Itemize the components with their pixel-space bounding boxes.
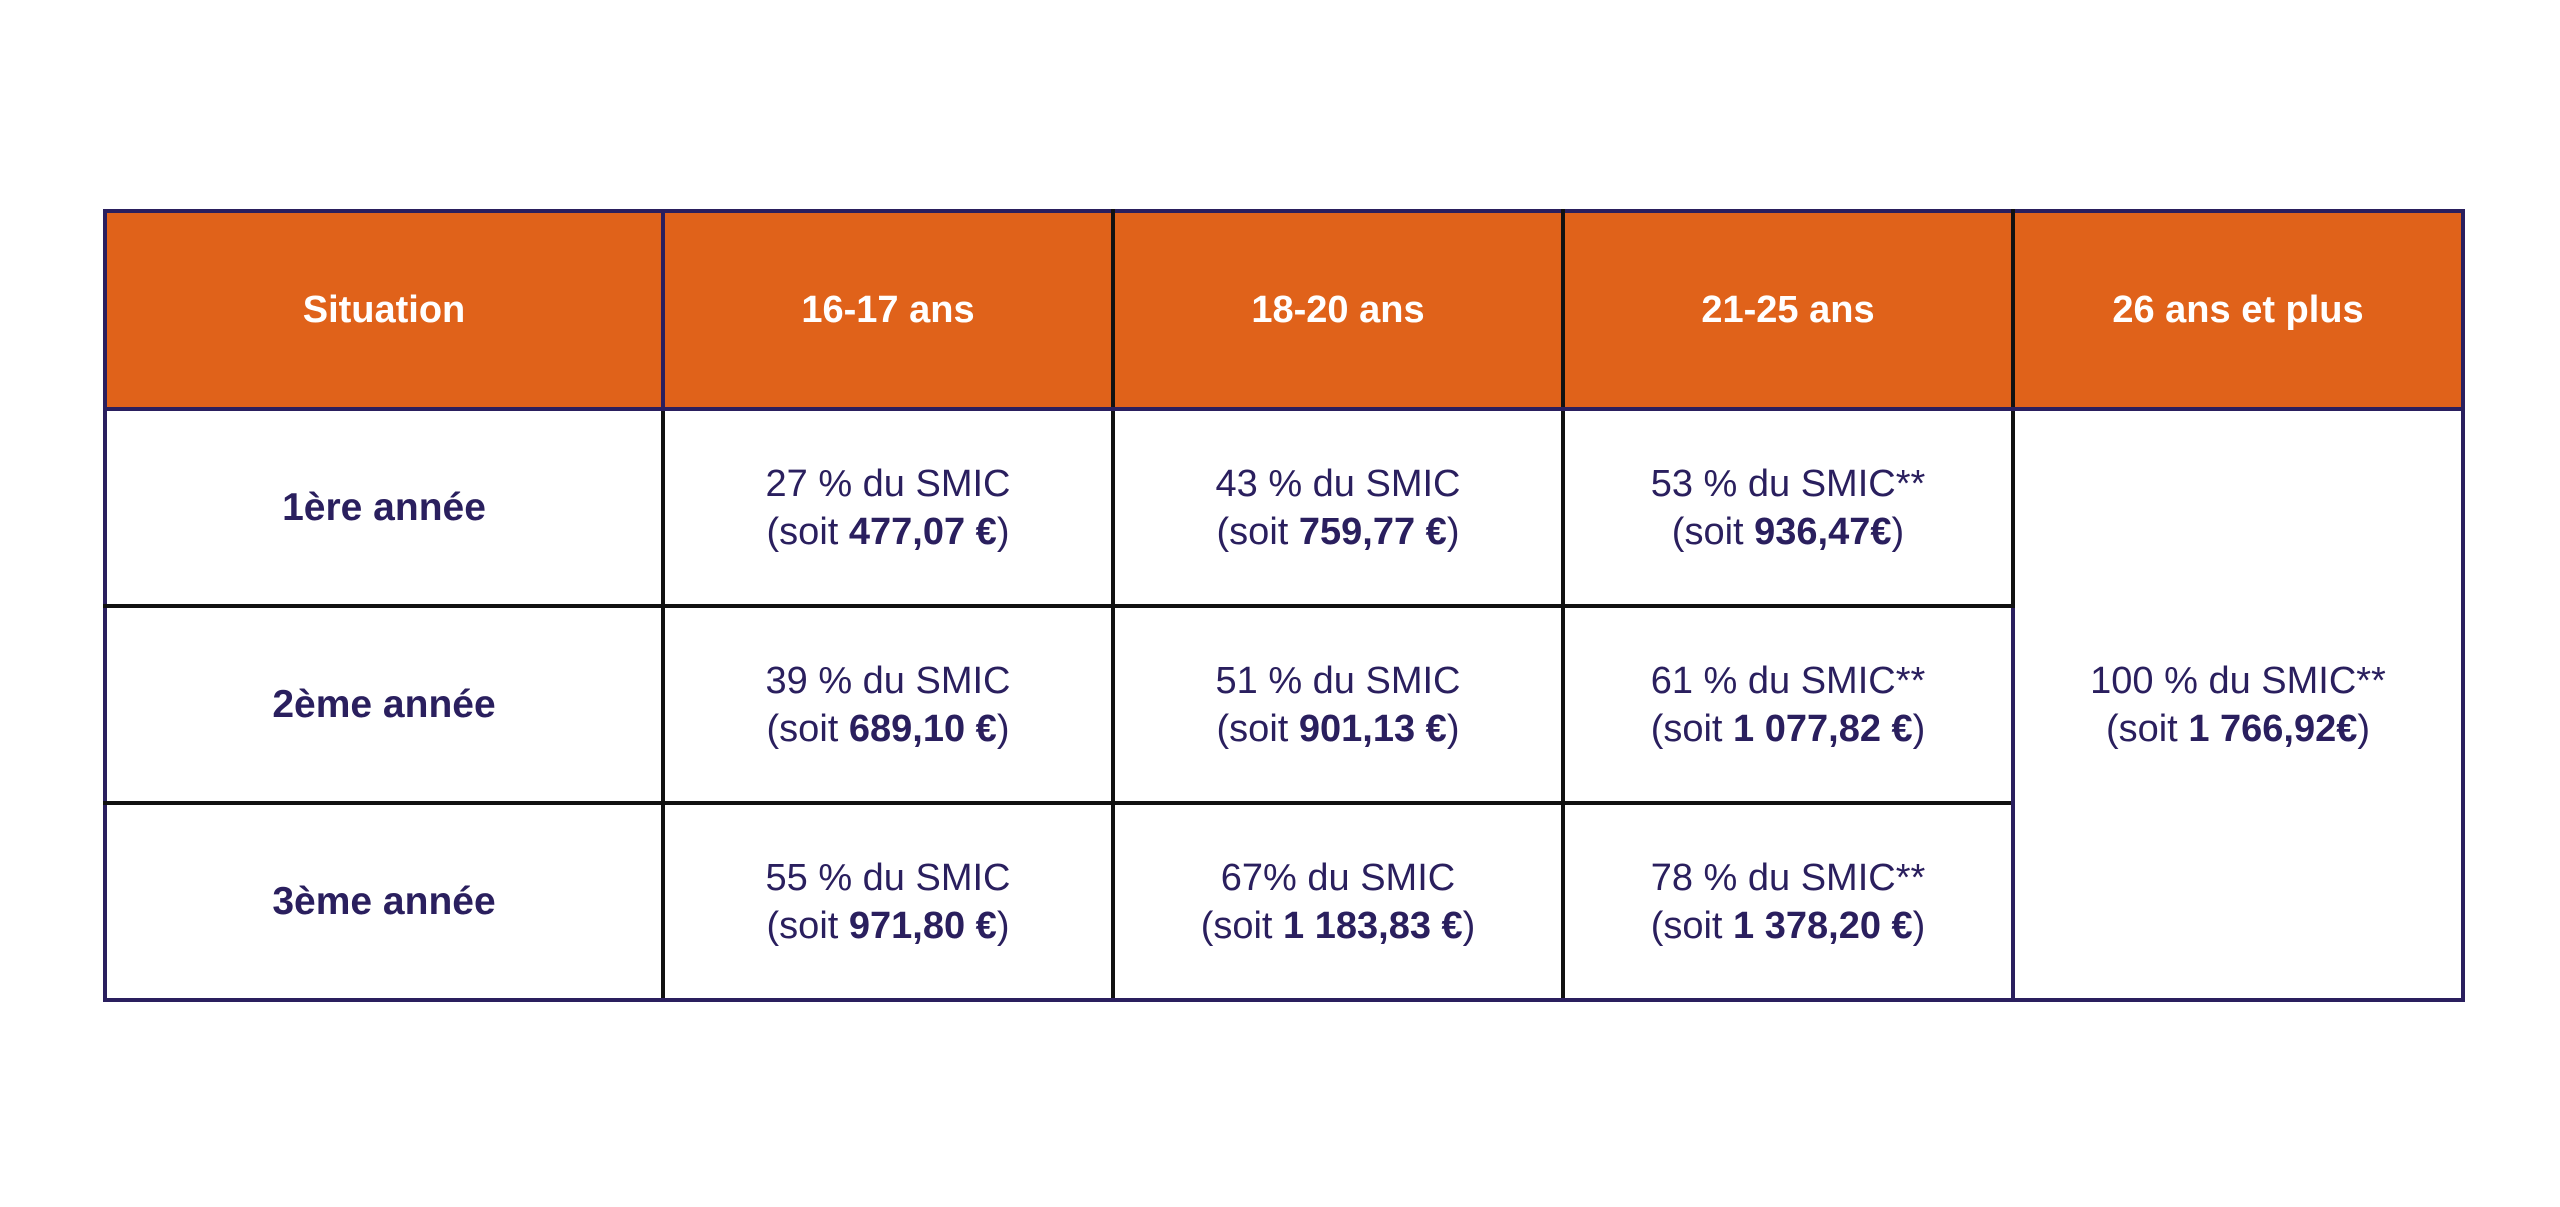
cell-percent: 43 % du SMIC	[1215, 462, 1461, 505]
cell-percent: 53 % du SMIC**	[1650, 462, 1926, 505]
cell-year-3-18-20: 67% du SMIC (soit 1 183,83 €)	[1111, 801, 1565, 1002]
salary-table: Situation 16-17 ans 18-20 ans 21-25 ans …	[103, 209, 2465, 1002]
cell-year-2-18-20: 51 % du SMIC (soit 901,13 €)	[1111, 604, 1565, 805]
header-18-20: 18-20 ans	[1111, 209, 1565, 411]
cell-percent: 55 % du SMIC	[765, 856, 1011, 899]
cell-percent: 61 % du SMIC**	[1650, 659, 1926, 702]
cell-year-1-16-17: 27 % du SMIC (soit 477,07 €)	[661, 407, 1115, 608]
header-26-plus: 26 ans et plus	[2011, 209, 2465, 411]
cell-amount: 1 077,82 €	[1733, 707, 1913, 750]
cell-amount: 759,77 €	[1298, 510, 1447, 553]
cell-amount: 1 766,92€	[2188, 707, 2358, 750]
cell-amount: 901,13 €	[1298, 707, 1447, 750]
header-situation: Situation	[103, 209, 665, 411]
cell-year-1-18-20: 43 % du SMIC (soit 759,77 €)	[1111, 407, 1565, 608]
cell-year-2-16-17: 39 % du SMIC (soit 689,10 €)	[661, 604, 1115, 805]
cell-percent: 27 % du SMIC	[765, 462, 1011, 505]
header-16-17: 16-17 ans	[661, 209, 1115, 411]
cell-amount: 689,10 €	[848, 707, 997, 750]
cell-amount: 971,80 €	[848, 904, 997, 947]
header-row: Situation 16-17 ans 18-20 ans 21-25 ans …	[103, 209, 2465, 411]
cell-percent: 39 % du SMIC	[765, 659, 1011, 702]
cell-year-3-16-17: 55 % du SMIC (soit 971,80 €)	[661, 801, 1115, 1002]
table-row: 2ème année 39 % du SMIC (soit 689,10 €) …	[103, 604, 2463, 805]
cell-amount: 1 183,83 €	[1283, 904, 1463, 947]
cell-year-2-21-25: 61 % du SMIC** (soit 1 077,82 €)	[1561, 604, 2015, 805]
cell-percent: 78 % du SMIC**	[1650, 856, 1926, 899]
cell-year-3-21-25: 78 % du SMIC** (soit 1 378,20 €)	[1561, 801, 2015, 1002]
cell-percent: 51 % du SMIC	[1215, 659, 1461, 702]
cell-year-1-21-25: 53 % du SMIC** (soit 936,47€)	[1561, 407, 2015, 608]
cell-percent: 100 % du SMIC**	[2090, 659, 2386, 702]
cell-amount: 1 378,20 €	[1733, 904, 1913, 947]
table-row: 1ère année 27 % du SMIC (soit 477,07 €) …	[103, 407, 2465, 1002]
table-row: 3ème année 55 % du SMIC (soit 971,80 €) …	[103, 801, 2463, 1002]
header-21-25: 21-25 ans	[1561, 209, 2015, 411]
cell-percent: 67% du SMIC	[1220, 856, 1456, 899]
cell-amount: 477,07 €	[848, 510, 997, 553]
row-label-year-2: 2ème année	[103, 604, 665, 805]
cell-amount: 936,47€	[1754, 510, 1892, 553]
row-label-year-1: 1ère année	[103, 407, 665, 608]
row-label-year-3: 3ème année	[103, 801, 665, 1002]
cell-26-plus-all-years: 100 % du SMIC** (soit 1 766,92€)	[2011, 407, 2465, 1002]
